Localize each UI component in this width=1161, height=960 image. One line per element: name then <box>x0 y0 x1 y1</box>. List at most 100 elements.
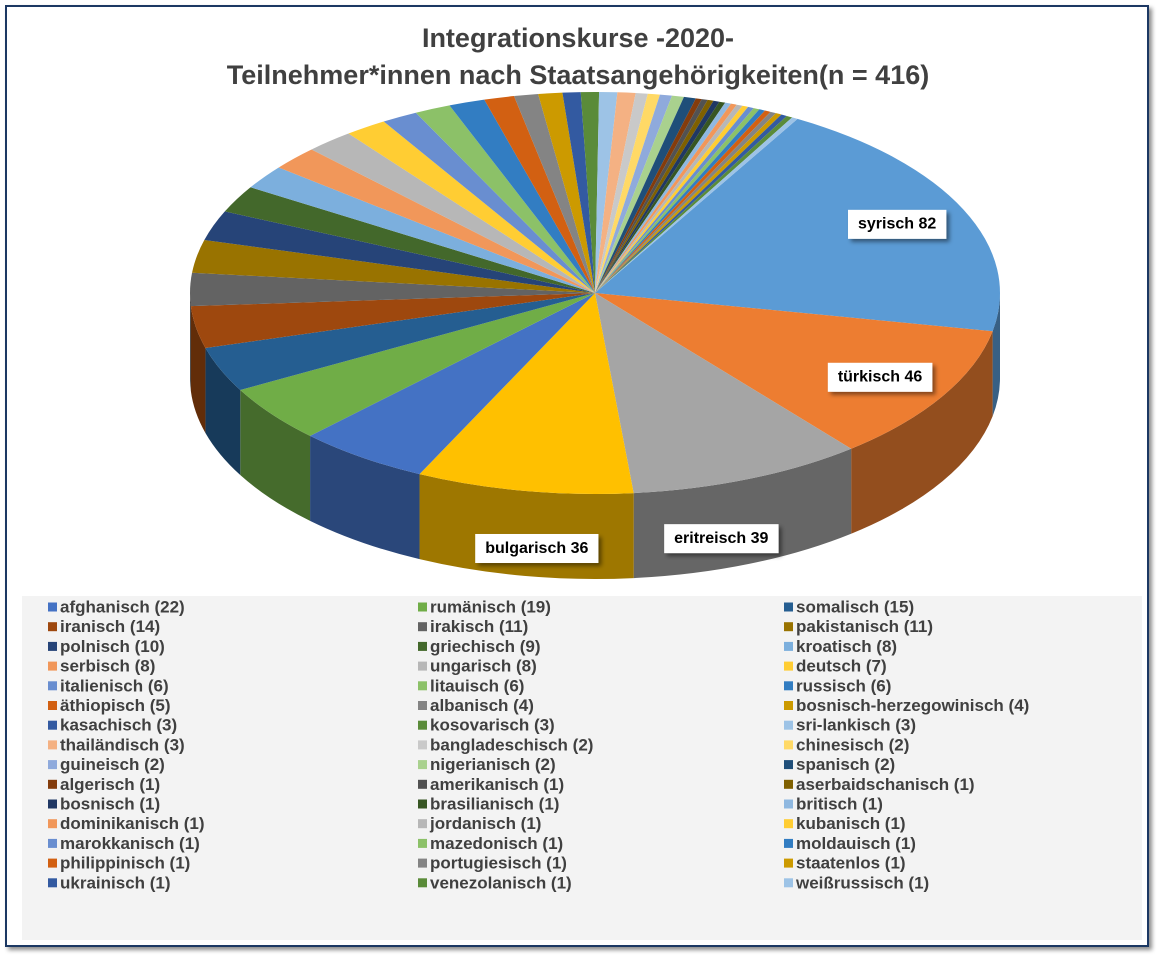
pie-slice <box>595 106 754 293</box>
data-label-value: 36 <box>571 540 589 557</box>
data-label: syrisch 82 <box>848 209 947 239</box>
legend-swatch <box>48 622 57 632</box>
legend-label: polnisch (10) <box>60 637 165 656</box>
pie-slice <box>595 111 776 293</box>
legend-swatch <box>784 681 793 691</box>
pie-slice <box>204 211 595 293</box>
pie-slice <box>595 94 673 293</box>
data-label-box <box>848 209 947 239</box>
pie-slice <box>484 96 595 294</box>
data-label-value: 39 <box>751 530 769 547</box>
legend-label: algerisch (1) <box>60 775 160 794</box>
pie-slice <box>419 293 634 494</box>
legend-swatch <box>418 661 427 671</box>
pie-slice <box>311 133 595 293</box>
pie-slice <box>595 92 636 293</box>
pie-slice <box>224 187 596 293</box>
legend-label: pakistanisch (11) <box>796 617 933 636</box>
legend-swatch <box>48 799 57 809</box>
legend-swatch <box>418 799 427 809</box>
legend-label: albanisch (4) <box>430 696 534 715</box>
legend-label: sri-lankisch (3) <box>796 716 916 735</box>
legend-swatch <box>418 720 427 730</box>
legend-swatch <box>784 661 793 671</box>
legend-label: kasachisch (3) <box>60 716 177 735</box>
data-label-box <box>827 362 933 392</box>
legend-label: aserbaidschanisch (1) <box>796 775 975 794</box>
data-label-text: syrisch 82 <box>858 216 936 233</box>
slice-side <box>992 293 1000 417</box>
legend-swatch <box>784 799 793 809</box>
legend-swatch <box>48 740 57 750</box>
pie-slice <box>415 105 595 293</box>
legend-label: italienisch (6) <box>60 676 169 695</box>
legend-label: kubanisch (1) <box>796 814 906 833</box>
pie-slice <box>595 293 852 494</box>
pie-slice <box>595 118 1000 332</box>
pie-slice <box>595 92 618 293</box>
pie-slice <box>250 167 596 293</box>
legend-label: bangladeschisch (2) <box>430 735 593 754</box>
legend-swatch <box>418 701 427 710</box>
legend-label: bosnisch-herzegowinisch (4) <box>796 696 1029 715</box>
legend-swatch <box>418 878 427 888</box>
pie-slice <box>595 93 648 293</box>
data-label-box <box>475 533 599 564</box>
pie-slice <box>595 105 749 293</box>
pie-slice <box>595 95 684 293</box>
legend-swatch <box>418 641 427 651</box>
legend-swatch <box>418 819 427 829</box>
legend-label: serbisch (8) <box>60 657 155 676</box>
pie-slice <box>595 115 793 293</box>
legend-label: nigerianisch (2) <box>430 755 556 774</box>
legend-label: äthiopisch (5) <box>60 696 171 715</box>
pie-slice <box>595 110 771 293</box>
pie-slice <box>580 92 600 294</box>
data-label: türkisch 46 <box>827 362 933 392</box>
legend-swatch <box>784 720 793 730</box>
data-label-value: 46 <box>905 369 923 386</box>
legend-swatch <box>418 681 427 691</box>
pie-slice <box>190 272 595 307</box>
pie-slice <box>595 113 782 293</box>
legend-label: iranisch (14) <box>60 617 160 636</box>
pie-slice <box>538 92 595 293</box>
pie-slice <box>310 293 595 475</box>
data-label-category: türkisch <box>838 369 900 386</box>
legend-swatch <box>784 622 793 632</box>
pie-slice <box>383 112 595 293</box>
legend-label: venezolanisch (1) <box>430 873 572 892</box>
legend-swatch <box>784 819 793 829</box>
legend-swatch <box>784 641 793 651</box>
legend-swatch <box>48 602 57 612</box>
legend-swatch <box>48 858 57 868</box>
pie-slice <box>278 149 595 293</box>
legend-label: ukrainisch (1) <box>60 873 171 892</box>
legend-swatch <box>418 622 427 632</box>
legend-swatch <box>418 760 427 770</box>
chart-subtitle: Teilnehmer*innen nach Staatsangehörigkei… <box>227 60 929 90</box>
pie-slice <box>562 92 595 293</box>
pie-slice <box>595 100 720 293</box>
data-label-text: türkisch 46 <box>838 369 923 386</box>
legend-label: britisch (1) <box>796 794 883 813</box>
pie-slice <box>595 98 702 293</box>
legend-swatch <box>48 701 57 710</box>
data-label-box <box>664 524 779 554</box>
chart-title: Integrationskurse -2020- <box>422 23 734 53</box>
legend-label: spanisch (2) <box>796 755 895 774</box>
slice-side <box>310 435 420 560</box>
pie-slice <box>240 293 595 436</box>
legend-label: moldauisch (1) <box>796 834 916 853</box>
legend-label: weißrussisch (1) <box>795 873 929 892</box>
data-label-category: bulgarisch <box>485 540 566 557</box>
legend-label: thailändisch (3) <box>60 735 185 754</box>
legend-swatch <box>48 760 57 770</box>
legend-swatch <box>48 681 57 691</box>
legend-label: mazedonisch (1) <box>430 834 563 853</box>
pie-slice <box>595 108 760 293</box>
legend-label: amerikanisch (1) <box>430 775 564 794</box>
slice-side <box>240 389 311 521</box>
data-label: bulgarisch 36 <box>475 533 599 564</box>
